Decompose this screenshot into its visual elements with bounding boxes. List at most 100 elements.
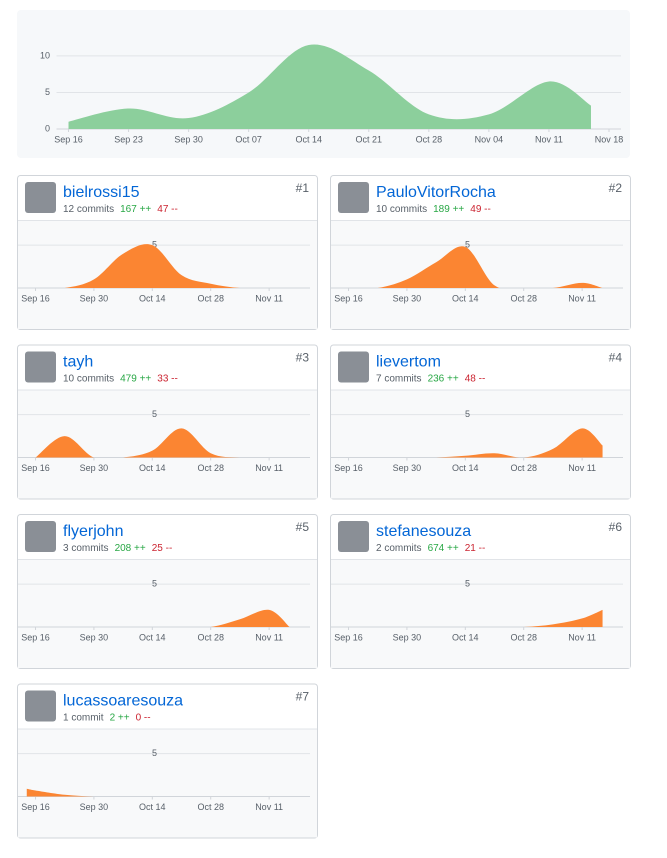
chart: 5 Sep 16 Sep 30 Oct 14 Oct 28 Nov 11	[18, 240, 310, 303]
x-tick-label: Oct 28	[197, 463, 224, 473]
avatar[interactable]	[338, 351, 369, 383]
avatar[interactable]	[338, 521, 369, 552]
avatar[interactable]	[338, 182, 369, 213]
y-tick-label: 0	[45, 123, 50, 133]
area	[348, 609, 603, 627]
rank: #3	[296, 351, 310, 365]
chart: 5 Sep 16 Sep 30 Oct 14 Oct 28 Nov 11	[331, 409, 623, 473]
area	[35, 609, 290, 627]
avatar[interactable]	[25, 690, 56, 722]
area	[26, 788, 270, 797]
x-tick-label: Nov 11	[568, 463, 596, 473]
x-tick-label: Oct 28	[510, 463, 537, 473]
y-tick-label: 5	[152, 409, 157, 419]
x-tick-label: Nov 11	[255, 463, 283, 473]
avatar[interactable]	[25, 182, 56, 213]
x-tick-label: Nov 11	[535, 134, 563, 144]
x-tick-label: Oct 28	[510, 632, 537, 642]
area	[68, 44, 591, 129]
stats: 10 commits 189 ++ 49 --	[376, 204, 491, 215]
deletions: 33 --	[157, 373, 178, 384]
chart: 5 Sep 16 Sep 30 Oct 14 Oct 28 Nov 11	[18, 409, 310, 473]
chart: 5 Sep 16 Sep 30 Oct 14 Oct 28 Nov 11	[18, 579, 310, 642]
chart: 0 5 10 Sep 16 Sep 23 Sep 30 Oct 07 Oct 14 Oct 21…	[40, 44, 623, 144]
rank: #1	[296, 181, 310, 195]
x-tick-label: Sep 30	[80, 463, 109, 473]
area	[35, 428, 290, 458]
x-tick-label: Oct 14	[452, 293, 479, 303]
y-tick-label: 5	[465, 579, 470, 589]
additions: 189 ++	[433, 204, 464, 215]
y-tick-label: 5	[45, 87, 50, 97]
additions: 208 ++	[115, 543, 146, 554]
commits: 7 commits	[376, 373, 422, 384]
y-tick-label: 5	[465, 240, 470, 250]
rank: #2	[609, 181, 623, 195]
rank: #7	[296, 690, 310, 704]
contributor-name[interactable]: tayh	[63, 354, 93, 371]
x-tick-label: Oct 28	[416, 134, 443, 144]
rank: #5	[296, 520, 310, 534]
x-tick-label: Oct 28	[510, 293, 537, 303]
deletions: 25 --	[152, 543, 173, 554]
x-tick-label: Nov 18	[595, 134, 624, 144]
commits: 2 commits	[376, 543, 422, 554]
area	[348, 428, 603, 458]
x-tick-label: Oct 14	[295, 134, 322, 144]
stats: 1 commit 2 ++ 0 --	[63, 712, 151, 723]
x-tick-label: Oct 07	[235, 134, 262, 144]
x-tick-label: Nov 11	[255, 293, 283, 303]
contributor-name[interactable]: lievertom	[376, 354, 441, 371]
x-tick-label: Oct 28	[197, 802, 224, 812]
commits: 10 commits	[63, 373, 114, 384]
x-tick-label: Sep 30	[393, 632, 422, 642]
deletions: 49 --	[470, 204, 491, 215]
rank: #4	[609, 351, 623, 365]
deletions: 48 --	[465, 373, 486, 384]
x-tick-label: Sep 16	[334, 632, 363, 642]
x-tick-label: Sep 30	[393, 293, 422, 303]
y-tick-label: 5	[152, 240, 157, 250]
x-tick-label: Nov 11	[568, 632, 596, 642]
x-tick-label: Sep 16	[334, 463, 363, 473]
stats: 12 commits 167 ++ 47 --	[63, 204, 178, 215]
x-tick-label: Sep 30	[80, 802, 109, 812]
stats: 7 commits 236 ++ 48 --	[376, 373, 485, 384]
contributor-name[interactable]: lucassoaresouza	[63, 693, 183, 710]
deletions: 21 --	[465, 543, 486, 554]
additions: 479 ++	[120, 373, 151, 384]
x-tick-label: Nov 11	[255, 632, 283, 642]
additions: 2 ++	[110, 712, 130, 723]
stats: 2 commits 674 ++ 21 --	[376, 543, 485, 554]
x-tick-label: Nov 11	[255, 802, 283, 812]
area	[35, 244, 290, 288]
contributor-name[interactable]: flyerjohn	[63, 523, 123, 540]
x-tick-label: Sep 16	[21, 802, 50, 812]
stats: 3 commits 208 ++ 25 --	[63, 543, 172, 554]
x-tick-label: Oct 21	[356, 134, 383, 144]
chart: 5 Sep 16 Sep 30 Oct 14 Oct 28 Nov 11	[331, 240, 623, 303]
x-tick-label: Sep 30	[80, 632, 109, 642]
additions: 236 ++	[428, 373, 459, 384]
x-tick-label: Sep 30	[80, 293, 109, 303]
contributor-name[interactable]: PauloVitorRocha	[376, 184, 496, 201]
avatar[interactable]	[25, 521, 56, 552]
x-tick-label: Sep 30	[393, 463, 422, 473]
commits: 10 commits	[376, 204, 427, 215]
x-tick-label: Nov 04	[475, 134, 504, 144]
commits: 3 commits	[63, 543, 109, 554]
x-tick-label: Oct 14	[452, 463, 479, 473]
commits: 12 commits	[63, 204, 114, 215]
x-tick-label: Oct 28	[197, 632, 224, 642]
x-tick-label: Sep 30	[174, 134, 203, 144]
y-tick-label: 5	[152, 748, 157, 758]
contributor-name[interactable]: bielrossi15	[63, 184, 140, 201]
x-tick-label: Sep 23	[114, 134, 143, 144]
avatar[interactable]	[25, 351, 56, 383]
x-tick-label: Oct 14	[139, 802, 166, 812]
x-tick-label: Oct 14	[452, 632, 479, 642]
contributor-name[interactable]: stefanesouza	[376, 523, 471, 540]
stats: 10 commits 479 ++ 33 --	[63, 373, 178, 384]
